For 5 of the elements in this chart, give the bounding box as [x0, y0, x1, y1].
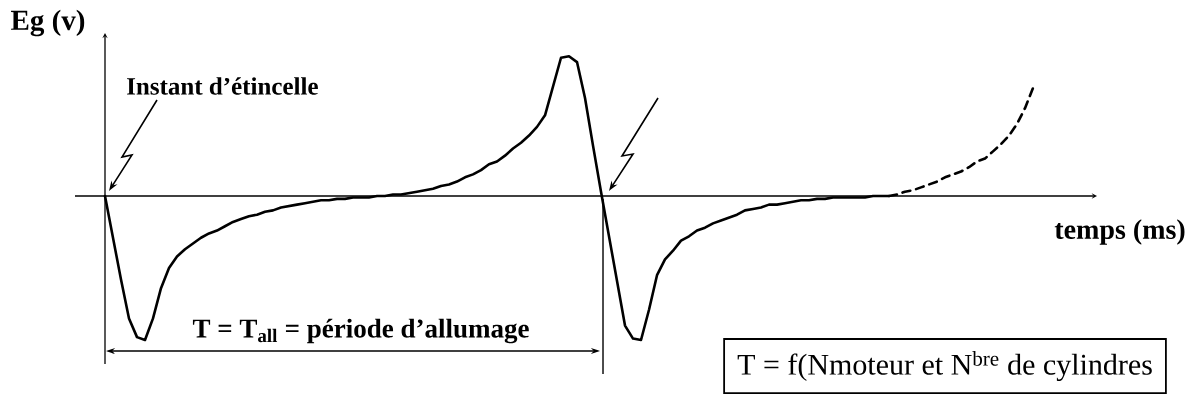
annotation: Instant d’étincelle	[127, 77, 318, 95]
y-axis-title: Eg (v)	[11, 9, 85, 37]
annotation: T = T$_{all}$ = période d’allumage	[192, 318, 529, 344]
x-axis-title: temps (ms)	[1054, 219, 1185, 245]
text: T = f(Nmoteur et N$^{bre}$ de cylindres	[737, 350, 1152, 382]
